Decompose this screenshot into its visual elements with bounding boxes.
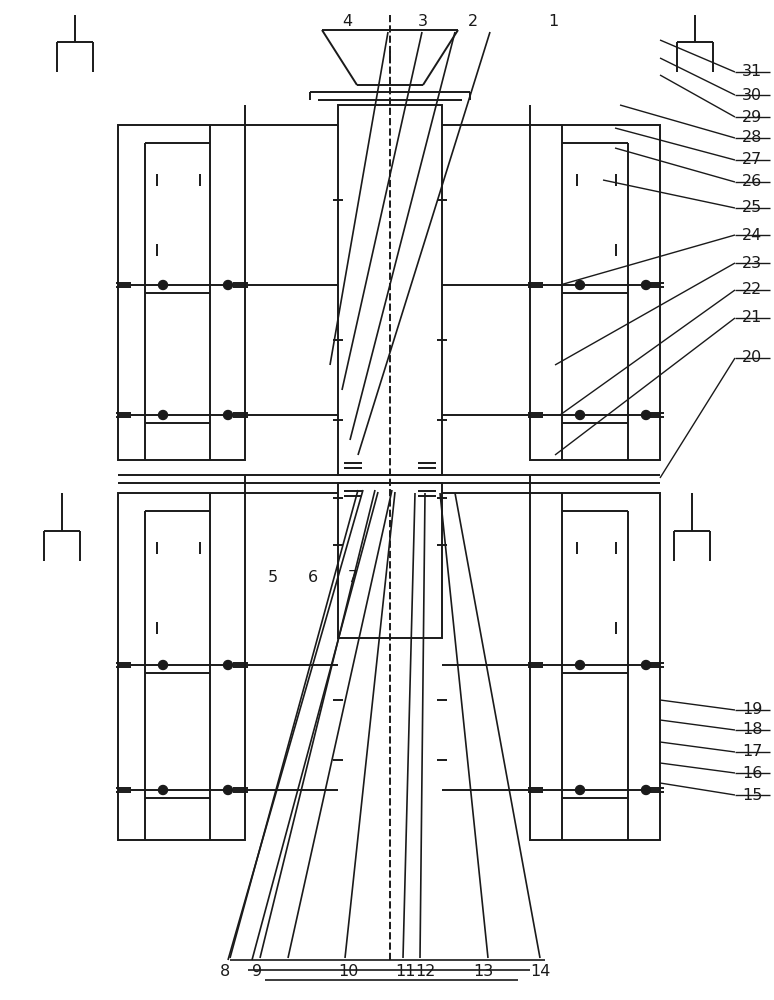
Bar xyxy=(118,493,245,840)
Bar xyxy=(118,125,245,460)
Text: 18: 18 xyxy=(742,722,762,738)
Circle shape xyxy=(159,660,167,670)
Text: 14: 14 xyxy=(530,964,550,980)
Circle shape xyxy=(159,280,167,290)
Text: 30: 30 xyxy=(742,88,762,103)
Circle shape xyxy=(224,660,232,670)
Circle shape xyxy=(224,280,232,290)
Circle shape xyxy=(159,410,167,420)
Text: 26: 26 xyxy=(742,174,762,190)
Text: 6: 6 xyxy=(308,570,318,585)
Circle shape xyxy=(576,660,584,670)
Text: 17: 17 xyxy=(742,744,762,760)
Text: 8: 8 xyxy=(220,964,230,980)
Text: 13: 13 xyxy=(473,964,493,980)
Circle shape xyxy=(224,410,232,420)
Text: 20: 20 xyxy=(742,351,762,365)
Text: 19: 19 xyxy=(742,702,762,718)
Circle shape xyxy=(642,660,650,670)
Text: 2: 2 xyxy=(468,14,478,29)
Bar xyxy=(338,105,442,475)
Text: 29: 29 xyxy=(742,109,762,124)
Text: 24: 24 xyxy=(742,228,762,242)
Circle shape xyxy=(642,410,650,420)
Bar xyxy=(530,493,660,840)
Text: 11: 11 xyxy=(395,964,416,980)
Text: 23: 23 xyxy=(742,255,762,270)
Text: 22: 22 xyxy=(742,282,762,298)
Text: 5: 5 xyxy=(268,570,278,585)
Circle shape xyxy=(159,786,167,794)
Circle shape xyxy=(576,786,584,794)
Text: 16: 16 xyxy=(742,766,762,780)
Text: 28: 28 xyxy=(742,130,762,145)
Bar xyxy=(338,483,442,638)
Text: 10: 10 xyxy=(338,964,358,980)
Text: 9: 9 xyxy=(252,964,262,980)
Bar xyxy=(530,125,660,460)
Circle shape xyxy=(224,786,232,794)
Circle shape xyxy=(576,410,584,420)
Circle shape xyxy=(576,280,584,290)
Text: 15: 15 xyxy=(742,788,762,802)
Circle shape xyxy=(642,280,650,290)
Text: 4: 4 xyxy=(342,14,352,29)
Text: 12: 12 xyxy=(415,964,435,980)
Text: 3: 3 xyxy=(418,14,428,29)
Text: 1: 1 xyxy=(548,14,558,29)
Text: 7: 7 xyxy=(348,570,358,585)
Text: 25: 25 xyxy=(742,200,762,216)
Text: 21: 21 xyxy=(742,310,762,326)
Text: 31: 31 xyxy=(742,64,762,80)
Circle shape xyxy=(642,786,650,794)
Text: 27: 27 xyxy=(742,152,762,167)
